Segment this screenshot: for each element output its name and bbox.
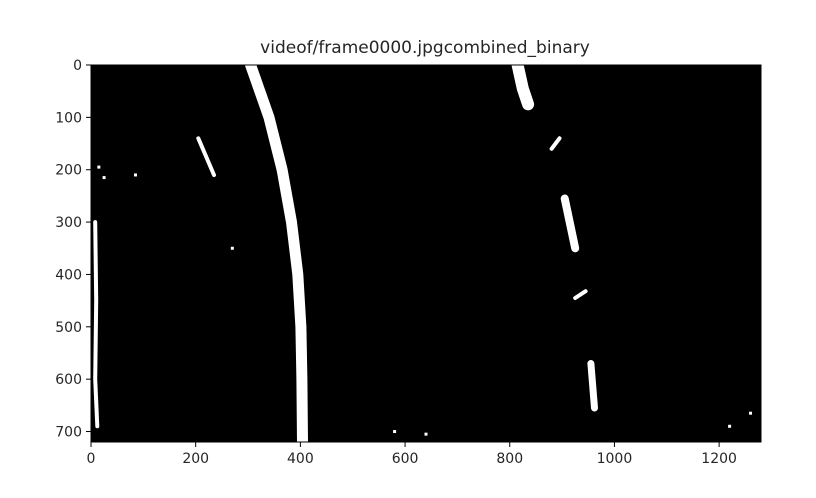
x-tick-label: 1000 — [597, 451, 633, 467]
x-tick-label: 600 — [392, 451, 419, 467]
x-tick-label: 0 — [87, 451, 96, 467]
axes-frame — [90, 64, 762, 443]
binary-speck — [749, 411, 753, 415]
x-tick-label: 400 — [287, 451, 314, 467]
upper-left-streak — [196, 136, 216, 177]
x-tick-label: 1200 — [701, 451, 737, 467]
image-background — [91, 65, 761, 442]
x-tick-label: 200 — [182, 451, 209, 467]
binary-speck — [102, 176, 106, 180]
y-tick-label: 100 — [55, 110, 82, 126]
left-edge-speckle — [93, 220, 100, 429]
binary-speck — [97, 165, 101, 169]
binary-speck — [133, 173, 137, 177]
y-tick-label: 200 — [55, 163, 82, 179]
right-lane-upper-blob — [511, 65, 535, 111]
binary-speck — [424, 432, 428, 436]
right-lane-dash-4 — [587, 360, 598, 412]
right-lane-dash-2 — [560, 194, 580, 253]
binary-speck — [728, 424, 732, 428]
y-tick-label: 500 — [55, 320, 82, 336]
right-lane-dash-3 — [573, 289, 588, 300]
y-tick-label: 300 — [55, 215, 82, 231]
y-tick-label: 700 — [55, 425, 82, 441]
binary-speck — [393, 430, 397, 434]
y-tick-label: 0 — [73, 58, 82, 74]
right-lane-dash-1 — [549, 136, 562, 151]
chart-title: videof/frame0000.jpgcombined_binary — [260, 38, 590, 58]
x-tick-label: 800 — [496, 451, 523, 467]
binary-speck — [230, 246, 234, 250]
y-tick-label: 600 — [55, 372, 82, 388]
y-tick-label: 400 — [55, 267, 82, 283]
plot-area — [90, 64, 762, 443]
binary-features — [93, 65, 753, 442]
y-axis: 0 100 200 300 400 500 600 700 — [55, 58, 91, 441]
left-lane-line — [245, 65, 308, 442]
x-axis: 0 200 400 600 800 1000 1200 — [87, 442, 737, 467]
